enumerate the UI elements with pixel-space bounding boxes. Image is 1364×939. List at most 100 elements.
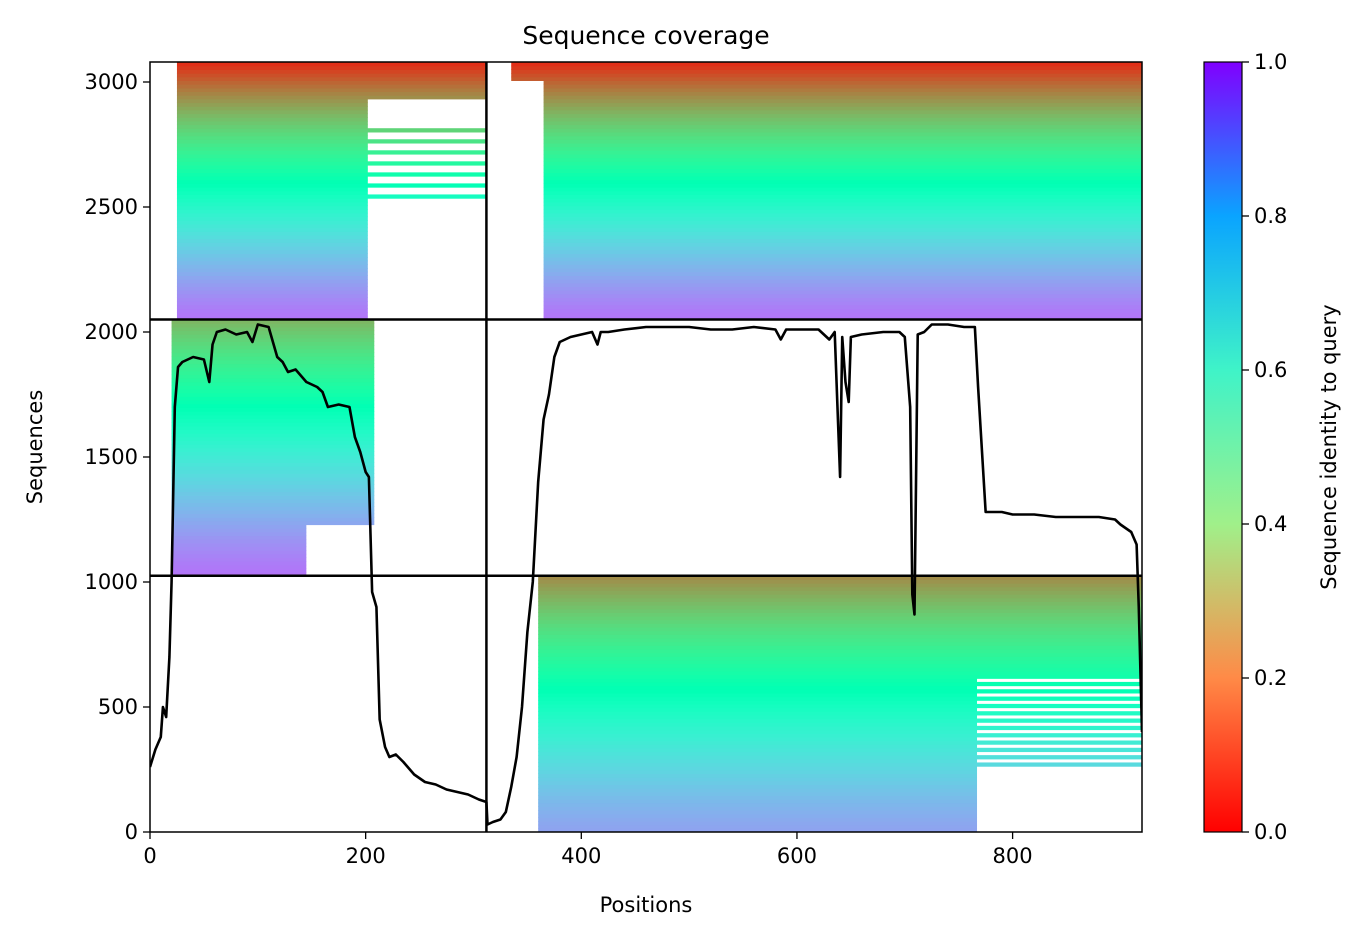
heatmap-row [543,205,1142,210]
heatmap-row [538,744,978,749]
heatmap-row [176,271,368,276]
heatmap-row [538,645,1142,650]
heatmap-row [543,146,1142,151]
heatmap-row [538,700,978,705]
heatmap-row [171,502,375,507]
heatmap-row [538,689,1142,694]
heatmap-row [176,109,368,115]
heatmap-row [538,685,978,690]
heatmap-row [171,535,307,540]
heatmap-row [176,238,368,243]
heatmap-row [543,187,1142,192]
heatmap-row [543,231,1142,236]
heatmap-row [543,286,1142,291]
heatmap-row [543,220,1142,225]
heatmap-row [176,153,368,159]
heatmap-row [543,282,1142,287]
heatmap-row [171,348,375,354]
heatmap-row [538,707,978,712]
heatmap-row [543,268,1142,273]
heatmap-row [543,91,1142,96]
heatmap-row [171,367,375,372]
heatmap-row [176,76,487,81]
heatmap-row [171,436,375,441]
heatmap-row [538,616,1142,621]
heatmap-row [176,128,487,133]
heatmap-row [543,245,1142,251]
heatmap-row [171,517,375,522]
x-axis-label: Positions [600,893,693,917]
heatmap-row [543,172,1142,177]
heatmap-row [538,777,978,782]
heatmap-row [176,242,368,247]
heatmap-row [176,279,368,284]
heatmap-row [543,271,1142,276]
heatmap-row [176,220,368,225]
heatmap-row [171,319,375,324]
y-tick-label: 0 [125,820,138,844]
heatmap-row [171,528,307,533]
heatmap-row [176,142,368,148]
heatmap-row [171,476,375,482]
heatmap-row [171,411,375,416]
heatmap-row [543,256,1142,262]
heatmap-row [176,98,368,104]
y-axis: 0 500 1000 1500 2000 2500 3000 [85,70,150,844]
heatmap-row [176,256,368,262]
heatmap-block [538,575,1142,832]
heatmap-row [171,389,375,394]
heatmap-row [176,80,487,85]
heatmap-row [543,183,1142,188]
heatmap-row [176,124,368,129]
heatmap-row [538,740,1142,745]
heatmap-row [171,564,307,570]
heatmap-row [176,168,368,173]
heatmap-row [176,249,368,254]
heatmap-row [538,656,1142,661]
heatmap-row [176,312,368,317]
heatmap-row [171,407,375,412]
coverage-line-layer [150,323,1142,826]
heatmap-row [171,440,375,445]
heatmap-row [543,190,1142,196]
heatmap-row [538,718,1142,723]
heatmap-row [538,722,978,727]
heatmap-row [176,205,368,210]
heatmap-row [171,506,375,511]
heatmap-row [176,172,487,177]
heatmap-row [538,681,1142,687]
heatmap-row [543,157,1142,162]
heatmap-row [176,91,487,96]
heatmap-row [176,253,368,258]
heatmap-row [538,667,1142,672]
heatmap-row [171,513,375,518]
heatmap-row [543,279,1142,284]
heatmap-row [543,124,1142,129]
heatmap-row [538,619,1142,624]
heatmap-row [538,795,978,800]
heatmap-row [171,352,375,357]
heatmap-row [538,590,1142,595]
heatmap-row [176,216,368,221]
heatmap-row [176,131,368,137]
heatmap-row [538,597,1142,602]
heatmap-row [543,102,1142,107]
heatmap-row [511,65,1142,70]
heatmap-row [543,165,1142,170]
heatmap-row [538,780,978,786]
colorbar-tick-label: 0.0 [1254,820,1287,844]
heatmap-row [176,304,368,310]
heatmap-row [538,773,978,778]
heatmap-row [171,524,307,529]
heatmap-row [538,652,1142,657]
heatmap-row [538,575,1142,581]
heatmap-row [171,330,375,335]
heatmap-row [543,290,1142,295]
heatmap-row [171,326,375,332]
heatmap-row [176,165,368,170]
heatmap-row [171,487,375,493]
heatmap-row [543,198,1142,203]
heatmap-row [543,216,1142,221]
heatmap-row [171,363,375,368]
heatmap-row [171,458,375,463]
